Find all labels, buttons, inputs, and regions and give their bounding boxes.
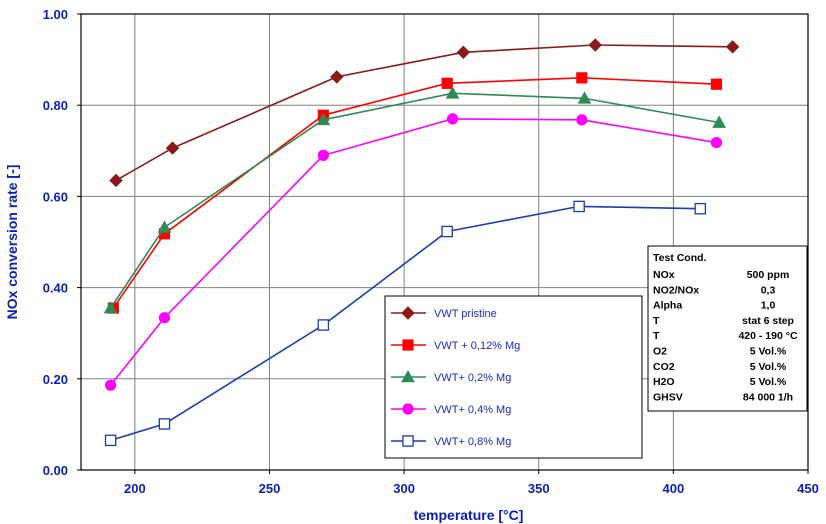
y-tick-label: 0.80 [43, 98, 68, 113]
series-5 [104, 200, 707, 447]
data-point [576, 72, 588, 84]
legend-label: VWT pristine [434, 308, 497, 320]
data-point [694, 202, 707, 215]
test-condition-label: Alpha [653, 300, 682, 312]
series-layer [103, 38, 740, 447]
legend-marker [402, 339, 414, 351]
legend-item: VWT+ 0,4% Mg [391, 403, 511, 416]
x-tick-label: 250 [259, 481, 281, 496]
test-condition-value: 1,0 [761, 300, 776, 312]
legend-box [384, 295, 643, 459]
data-point [317, 149, 329, 161]
x-tick-label: 400 [663, 481, 685, 496]
legend-marker [401, 369, 415, 383]
data-point [317, 319, 330, 331]
test-conditions-title: Test Cond. [653, 252, 707, 264]
x-axis-label: temperature [°C] [414, 507, 524, 523]
test-condition-value: 84 000 1/h [743, 391, 793, 403]
x-tick-label: 200 [124, 481, 146, 496]
y-axis-ticks: 0.00 0.20 0.40 0.60 0.80 1.00 [43, 7, 81, 478]
data-point [576, 114, 588, 126]
test-condition-label: NO2/NOx [653, 284, 699, 296]
data-point [456, 45, 471, 60]
data-point [441, 225, 453, 238]
y-tick-label: 0.00 [43, 463, 68, 478]
legend-marker [402, 435, 414, 447]
test-conditions-box: Test Cond. NOx 500 ppm NO2/NOx 0,3 Alpha 1,0 T… [647, 245, 808, 412]
plot-frame [80, 13, 809, 471]
series-4 [105, 113, 723, 391]
x-axis-ticks: 200 250 300 350 400 450 [124, 470, 819, 496]
y-tick-label: 0.20 [43, 372, 68, 387]
test-condition-value: 5 Vol.% [750, 361, 787, 373]
legend: VWT pristine VWT + 0,12% Mg VWT+ 0,2% Mg VW… [384, 295, 643, 459]
test-condition-label: NOx [653, 269, 675, 281]
legend-marker [401, 306, 415, 320]
legend-label: VWT+ 0,8% Mg [434, 436, 511, 448]
data-point [710, 78, 723, 90]
test-condition-label: H2O [653, 376, 675, 388]
legend-label: VWT + 0,12% Mg [434, 340, 520, 352]
series-line [112, 77, 717, 309]
data-point [725, 40, 740, 54]
test-condition-value: stat 6 step [742, 315, 794, 327]
data-point [157, 220, 172, 233]
test-condition-value: 500 ppm [747, 269, 790, 281]
y-tick-label: 0.40 [43, 281, 68, 296]
test-condition-value: 5 Vol.% [750, 376, 787, 388]
data-point [316, 112, 331, 126]
x-tick-label: 350 [528, 481, 550, 496]
data-point [165, 141, 180, 155]
data-point [104, 434, 117, 447]
legend-marker [402, 403, 414, 415]
y-tick-label: 0.60 [43, 189, 68, 204]
x-tick-label: 300 [393, 481, 415, 496]
test-condition-value: 5 Vol.% [750, 346, 787, 358]
legend-item: VWT + 0,12% Mg [391, 339, 520, 352]
series-line [109, 118, 717, 386]
legend-item: VWT pristine [391, 306, 497, 320]
series-2 [107, 72, 723, 314]
test-condition-value: 0,3 [761, 284, 776, 296]
x-tick-label: 450 [797, 481, 819, 496]
series-3 [103, 86, 726, 314]
series-line [115, 44, 733, 182]
series-1 [109, 38, 740, 188]
legend-label: VWT+ 0,2% Mg [434, 372, 511, 384]
data-point [577, 91, 592, 104]
data-point [103, 301, 118, 314]
data-point [712, 115, 726, 128]
legend-item: VWT+ 0,2% Mg [391, 369, 511, 384]
series-line [109, 92, 720, 309]
legend-label: VWT+ 0,4% Mg [434, 404, 511, 416]
data-point [105, 379, 117, 391]
data-point [573, 200, 585, 213]
test-condition-label: T [653, 315, 660, 327]
data-point [710, 136, 723, 149]
test-condition-label: T [653, 330, 660, 342]
test-conditions-frame [647, 245, 808, 412]
data-point [158, 418, 171, 430]
data-point [109, 173, 123, 188]
test-condition-label: GHSV [653, 391, 683, 403]
data-point [588, 38, 602, 52]
test-condition-label: CO2 [653, 361, 675, 373]
test-condition-label: O2 [653, 346, 667, 358]
data-point [445, 86, 460, 99]
data-point [330, 70, 344, 84]
y-tick-label: 1.00 [43, 7, 68, 22]
y-axis-label: NOx conversion rate [-] [4, 165, 20, 320]
data-point [441, 77, 453, 89]
data-point [158, 312, 171, 324]
legend-item: VWT+ 0,8% Mg [391, 435, 511, 448]
series-line [110, 205, 701, 442]
data-point [446, 113, 459, 125]
test-condition-value: 420 - 190 °C [738, 330, 797, 342]
